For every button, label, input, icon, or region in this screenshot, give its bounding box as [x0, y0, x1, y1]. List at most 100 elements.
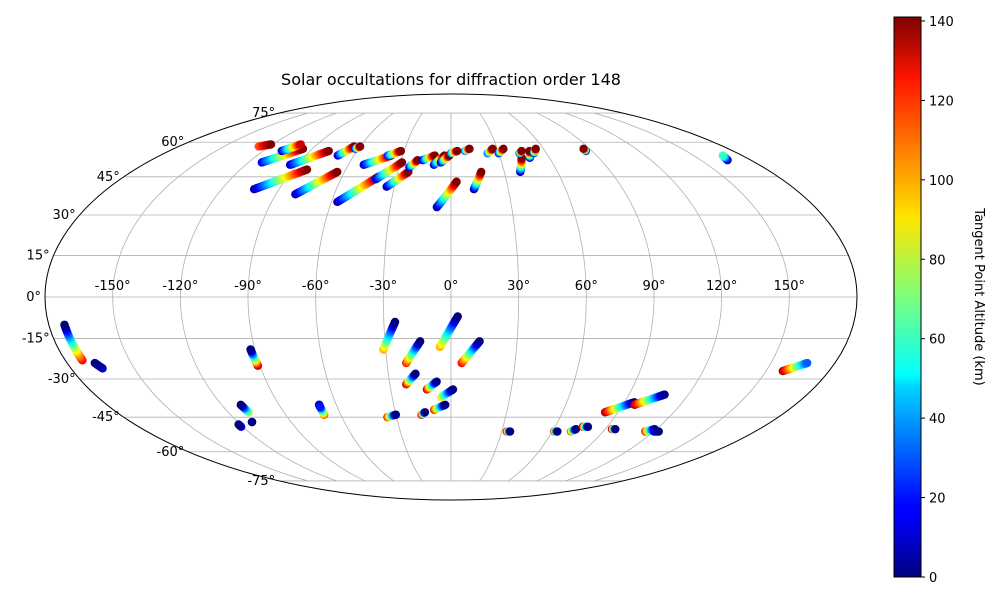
- data-point: [611, 424, 620, 434]
- data-point: [465, 144, 474, 153]
- data-point: [802, 358, 812, 368]
- occultation-track: [405, 155, 422, 172]
- data-point: [499, 144, 508, 153]
- data-point: [718, 151, 727, 160]
- occultation-track: [351, 142, 365, 153]
- occultation-track: [516, 153, 526, 177]
- x-tick-label: 150°: [774, 279, 805, 294]
- data-point: [553, 427, 562, 436]
- data-point: [396, 146, 406, 156]
- grid-meridian: [315, 112, 394, 482]
- occultation-track: [314, 400, 325, 412]
- data-point: [390, 317, 400, 327]
- occultation-track: [429, 400, 450, 414]
- occultation-track: [579, 144, 590, 156]
- colorbar-gradient: [893, 16, 922, 578]
- occultation-track: [515, 146, 526, 158]
- colorbar-tick-label: 0: [929, 571, 937, 586]
- data-point: [448, 385, 458, 394]
- data-point: [355, 142, 365, 151]
- occultation-track: [578, 422, 593, 432]
- y-tick-label: -15°: [22, 332, 50, 347]
- occultation-track: [236, 400, 253, 417]
- grid-meridian: [594, 112, 790, 482]
- data-point: [420, 408, 430, 417]
- data-point: [571, 424, 581, 434]
- colorbar-tick-label: 140: [929, 15, 954, 30]
- x-tick-label: -150°: [95, 279, 131, 294]
- y-tick-labels: -75° -60° -45° -30° -15° 0° 15° 30° 45° 60° 75°: [22, 106, 275, 489]
- occultation-track: [285, 146, 333, 170]
- occultation-track: [383, 410, 401, 422]
- data-point: [654, 427, 663, 436]
- data-point: [316, 403, 325, 412]
- data-point: [453, 312, 462, 321]
- occultation-track: [436, 385, 458, 402]
- occultation-track: [607, 424, 620, 434]
- colorbar-tick-label: 100: [929, 174, 954, 189]
- data-point: [505, 427, 515, 436]
- map-boundary: [44, 93, 858, 501]
- x-tick-label: 0°: [444, 279, 459, 294]
- data-point: [60, 320, 69, 329]
- occultation-track: [383, 146, 406, 160]
- colorbar-tick-label: 60: [929, 333, 946, 348]
- x-tick-label: -120°: [162, 279, 198, 294]
- y-tick-label: -60°: [157, 445, 185, 460]
- data-point: [475, 337, 484, 346]
- occultation-track: [460, 144, 474, 156]
- grid-meridian: [179, 112, 337, 482]
- data-point: [531, 144, 540, 153]
- data-point: [246, 345, 255, 354]
- colorbar-label: Tangent Point Altitude (km): [971, 207, 986, 385]
- occultation-track: [435, 312, 462, 351]
- data-point: [236, 400, 245, 409]
- data-point: [234, 420, 243, 429]
- y-tick-label: 60°: [161, 135, 184, 150]
- data-point: [488, 144, 497, 153]
- data-point: [302, 165, 312, 174]
- colorbar: 0 20 40 60 80 100 120 140 Tangent Point Altitud…: [893, 15, 986, 586]
- grid-meridian: [536, 112, 655, 482]
- colorbar-tick-label: 120: [929, 94, 954, 109]
- data-point: [583, 422, 593, 432]
- colorbar-ticks: 0 20 40 60 80 100 120 140: [921, 15, 954, 586]
- occultation-track: [649, 427, 663, 436]
- occultation-track: [249, 165, 312, 194]
- occultation-track: [291, 167, 342, 199]
- occultation-track: [529, 144, 540, 158]
- data-point: [432, 377, 441, 386]
- y-tick-label: 15°: [27, 248, 50, 263]
- data-point: [391, 410, 401, 419]
- occultation-track: [494, 144, 508, 158]
- data-point: [411, 369, 420, 378]
- grid-meridian: [112, 112, 308, 482]
- occultation-track: [422, 377, 441, 394]
- x-tick-label: 60°: [575, 279, 598, 294]
- occultation-track: [402, 337, 425, 368]
- y-tick-label: -75°: [247, 474, 275, 489]
- occultation-track: [446, 146, 462, 158]
- occultation-track: [417, 408, 430, 419]
- graticule-grid: [45, 112, 857, 482]
- occultation-track: [247, 417, 257, 427]
- data-point: [266, 140, 276, 149]
- y-tick-label: 30°: [53, 208, 76, 223]
- y-tick-label: 75°: [252, 106, 275, 121]
- x-tick-labels: -150° -120° -90° -60° -30° 0° 30° 60° 90° 120° 150…: [95, 279, 805, 294]
- data-point: [517, 146, 526, 156]
- x-tick-label: 90°: [642, 279, 665, 294]
- occultation-track: [379, 317, 400, 354]
- occultation-track: [778, 358, 812, 376]
- grid-meridian: [479, 112, 520, 482]
- occultation-track: [432, 177, 461, 212]
- data-point: [660, 390, 669, 399]
- x-tick-label: 30°: [507, 279, 530, 294]
- data-point: [397, 158, 407, 167]
- occultation-track: [371, 158, 407, 184]
- data-point: [296, 140, 305, 149]
- colorbar-tick-label: 40: [929, 412, 946, 427]
- data-point: [579, 144, 588, 153]
- data-point: [441, 400, 450, 409]
